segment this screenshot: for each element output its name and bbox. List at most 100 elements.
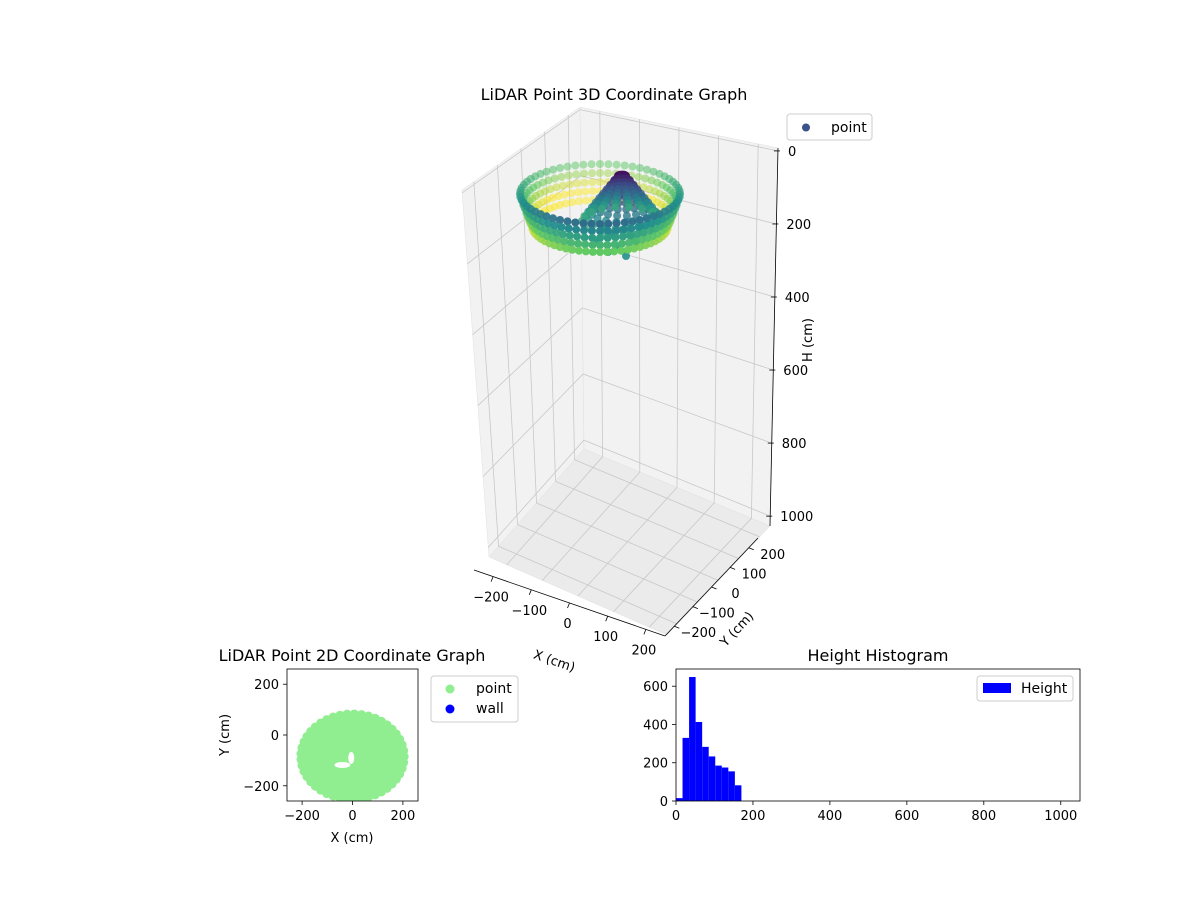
point-3d [563, 217, 572, 226]
y-tick-label-hist: 600 [643, 680, 668, 695]
x-tick-label-2d: 0 [348, 809, 356, 824]
point-3d [556, 164, 564, 172]
point-3d [568, 245, 577, 254]
point-3d [557, 172, 566, 181]
histogram-bar [728, 771, 735, 801]
point-3d [617, 239, 626, 248]
y-tick-label-3d: 0 [731, 587, 739, 602]
chart-histogram: Height Histogram 0 200 400 600 800 1000 0 200 40… [643, 646, 1081, 824]
point-3d [628, 217, 637, 226]
z-tick-label-3d: 0 [788, 145, 796, 160]
point-3d [612, 219, 621, 228]
legend-histogram: Height [976, 675, 1074, 702]
point-3d [649, 212, 658, 221]
point-3d [557, 223, 566, 232]
grid-line-x [473, 181, 499, 547]
point-3d [573, 179, 582, 188]
point-3d [639, 228, 648, 237]
x-tick-label-3d: 100 [593, 630, 618, 645]
point-3d [559, 181, 567, 190]
point-3d [581, 187, 590, 196]
point-3d [603, 240, 612, 249]
point-3d [563, 162, 572, 171]
z-tick-label-3d: 400 [785, 291, 810, 306]
point-3d [552, 228, 561, 237]
legend-3d-frame [786, 113, 873, 141]
z-axis-label-3d: H (cm) [801, 318, 816, 362]
chart-3d: LiDAR Point 3D Coordinate Graph −200−100… [461, 85, 873, 676]
x-tick-3d [528, 589, 532, 595]
point-3d [542, 167, 551, 176]
y-tick-3d [692, 606, 699, 609]
point-2d [335, 710, 345, 720]
y-tick-label-3d: −200 [680, 626, 716, 641]
point-3d [587, 219, 596, 228]
point-3d [604, 169, 612, 178]
point-3d [580, 226, 588, 235]
gap-2d [334, 761, 351, 768]
point-3d [596, 178, 604, 186]
point-2d [328, 791, 338, 801]
point-3d [634, 172, 643, 181]
ticks-histogram: 0 200 400 600 800 1000 0 200 400 600 [643, 680, 1077, 824]
x-tick-label-3d: −100 [511, 604, 547, 619]
point-3d [565, 180, 574, 189]
legend-2d: point wall [430, 675, 519, 723]
y-tick-3d [674, 625, 680, 629]
histogram-bar [715, 765, 722, 801]
chart-3d-title: LiDAR Point 3D Coordinate Graph [481, 85, 748, 104]
point-3d [630, 244, 638, 253]
point-3d [556, 216, 564, 224]
histogram-bar [702, 746, 709, 801]
gap-2d [348, 751, 355, 764]
point-3d [620, 161, 629, 170]
y-tick-label-2d: −200 [243, 780, 279, 795]
point-3d [564, 224, 573, 233]
x-tick-label-3d: −200 [473, 591, 509, 606]
x-tick-label-3d: 0 [563, 617, 571, 632]
point-3d [562, 199, 570, 208]
y-tick-3d [711, 586, 717, 590]
point-3d [638, 204, 646, 213]
histogram-bars [676, 677, 742, 801]
x-tick-label-hist: 200 [741, 809, 766, 824]
y-tick-label-3d: −100 [699, 607, 735, 622]
grid-line-floor-y [517, 524, 699, 603]
point-3d [596, 234, 604, 242]
point-3d [611, 233, 620, 242]
point-3d [622, 211, 631, 220]
point-3d [636, 243, 644, 251]
point-3d [624, 238, 633, 247]
histogram-bar [734, 785, 742, 801]
point-3d [559, 230, 567, 239]
point-3d [610, 240, 619, 249]
point-3d [549, 165, 557, 174]
point-3d [587, 208, 596, 216]
histogram-bar [682, 737, 690, 801]
x-axis-label-3d: X (cm) [531, 648, 577, 676]
x-tick-3d [490, 576, 494, 582]
point-3d [573, 232, 582, 241]
point-3d [550, 174, 559, 183]
legend-2d-marker-point [445, 684, 455, 694]
point-3d [596, 169, 604, 177]
histogram-bar [695, 721, 703, 801]
x-tick-label-2d: −200 [284, 809, 320, 824]
point-3d [581, 240, 590, 249]
point-3d [571, 218, 580, 227]
point-3d [565, 231, 574, 240]
grid-line-floor-y [574, 459, 760, 538]
point-3d [634, 223, 643, 232]
point-3d [641, 174, 650, 183]
point-2d [349, 794, 359, 801]
x-tick-label-hist: 1000 [1044, 809, 1077, 824]
point-3d [581, 196, 590, 205]
point-3d [647, 219, 656, 228]
point-3d [631, 237, 640, 246]
y-tick-3d [729, 567, 736, 570]
point-3d [560, 237, 569, 246]
point-3d [636, 216, 644, 224]
x-tick-3d [567, 602, 570, 609]
y-tick-label-hist: 0 [660, 795, 668, 810]
y-tick-label-2d: 200 [254, 678, 279, 693]
